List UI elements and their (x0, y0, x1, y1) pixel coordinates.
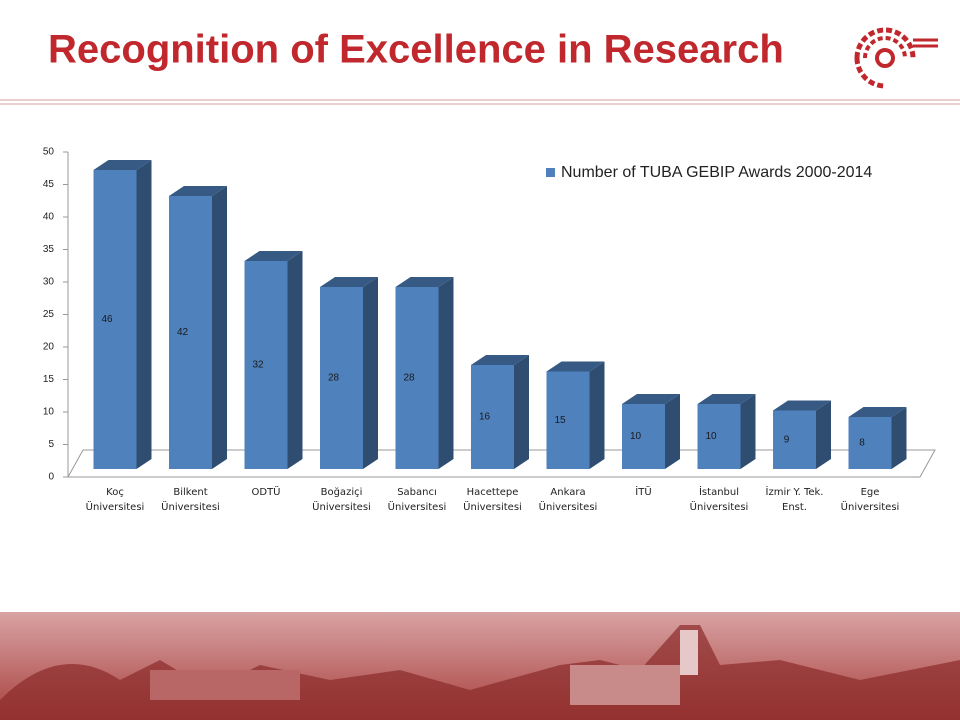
bar-top (244, 251, 303, 261)
y-tick-label: 50 (43, 147, 55, 158)
x-tick-label: İTÜ (635, 485, 651, 498)
x-tick-label: Ege Üniversitesi (841, 487, 900, 513)
bar-side (212, 186, 227, 469)
bar-front (320, 287, 363, 469)
x-tick-label: İzmir Y. Tek. Enst. (766, 485, 824, 513)
y-tick-label: 35 (43, 244, 55, 255)
bar (320, 277, 378, 469)
bar-top (395, 277, 454, 287)
y-tick-label: 25 (43, 309, 55, 320)
bar-front (697, 404, 741, 469)
bar-top (320, 277, 378, 287)
bar-front (471, 365, 514, 469)
chart: 0 5 10 15 20 25 30 35 40 45 50 46 Koç Üniversitesi 42 B… (43, 147, 936, 513)
bar (244, 251, 303, 469)
legend-label: Number of TUBA GEBIP Awards 2000-2014 (561, 164, 872, 181)
bar-front (848, 417, 892, 469)
x-tick-label: Sabancı Üniversitesi (388, 487, 447, 513)
y-tick-label: 40 (43, 212, 55, 223)
bar-top (848, 407, 907, 417)
bar-side (665, 394, 680, 469)
y-tick-label: 10 (43, 407, 55, 418)
bar-top (546, 361, 605, 372)
bar-top (697, 394, 756, 404)
x-tick-label: Ankara Üniversitesi (539, 487, 598, 513)
value-label: 8 (859, 438, 865, 449)
value-label: 46 (101, 314, 113, 325)
bar-side (740, 394, 756, 469)
bar-top (471, 355, 529, 365)
value-label: 32 (252, 360, 264, 371)
y-tick-label: 30 (43, 277, 55, 288)
x-tick-label: Hacettepe Üniversitesi (463, 487, 522, 513)
campus-photo (0, 612, 960, 720)
logo (854, 27, 938, 89)
bar (697, 394, 756, 469)
value-label: 42 (177, 327, 189, 338)
bar-front (546, 371, 590, 469)
bar (169, 186, 227, 469)
x-tick-label: Bilkent Üniversitesi (161, 487, 220, 513)
value-label: 15 (554, 415, 566, 426)
value-label: 10 (630, 431, 642, 442)
x-tick-label: Koç Üniversitesi (86, 487, 145, 513)
bar-side (136, 160, 152, 469)
bar-front (93, 170, 137, 469)
bar-side (438, 277, 454, 469)
bar-front (169, 196, 212, 469)
y-tick-label: 0 (48, 472, 54, 483)
y-tick-label: 20 (43, 342, 55, 353)
bar (395, 277, 454, 469)
bar (773, 400, 831, 469)
bar-top (773, 400, 831, 411)
bar (848, 407, 907, 469)
y-tick-label: 45 (43, 179, 55, 190)
bar-top (622, 394, 680, 404)
slide-title: Recognition of Excellence in Research (48, 28, 784, 72)
bar-side (816, 400, 831, 469)
bar-side (891, 407, 907, 469)
bar-front (622, 404, 665, 469)
floor (67, 449, 936, 478)
x-tick-label: ODTÜ (252, 485, 281, 498)
bar-side (287, 251, 303, 469)
bar-side (514, 355, 529, 469)
bar (471, 355, 529, 469)
bar-front (395, 287, 439, 469)
value-label: 16 (479, 412, 491, 423)
value-label: 28 (403, 373, 415, 384)
bar-top (93, 160, 152, 170)
bar-front (244, 261, 288, 469)
y-tick-label: 5 (48, 439, 54, 450)
bar (622, 394, 680, 469)
x-tick-label: İstanbul Üniversitesi (690, 485, 749, 513)
bar-front (773, 410, 816, 469)
bar-side (589, 361, 605, 469)
bar (93, 160, 152, 469)
bar (546, 361, 605, 469)
bar-side (363, 277, 378, 469)
value-label: 9 (784, 434, 790, 445)
value-label: 10 (705, 431, 717, 442)
x-tick-label: Boğaziçi Üniversitesi (312, 486, 371, 513)
bar-top (169, 186, 227, 196)
y-tick-label: 15 (43, 374, 55, 385)
value-label: 28 (328, 373, 340, 384)
legend-swatch (546, 168, 555, 177)
